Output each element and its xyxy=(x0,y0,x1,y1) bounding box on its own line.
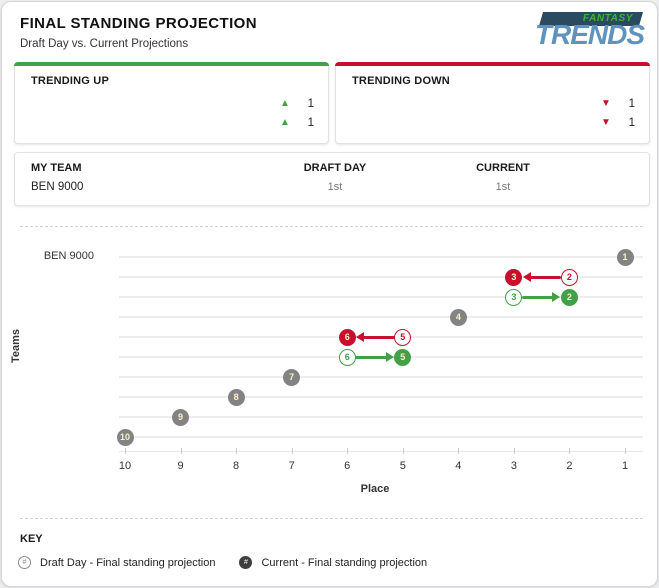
current-marker[interactable]: 1 xyxy=(616,248,634,266)
column-header-my-team: MY TEAM xyxy=(31,162,82,174)
key-title: KEY xyxy=(20,533,43,545)
chart-gridline xyxy=(119,376,643,378)
down-arrow-icon: ▼ xyxy=(601,116,611,128)
my-team-name: BEN 9000 xyxy=(31,181,84,193)
fantasy-trends-logo: FANTASY TRENDS xyxy=(533,11,649,55)
chart-gridline xyxy=(119,356,643,358)
trending-down-title: TRENDING DOWN xyxy=(352,75,450,87)
x-axis-tick-label: 9 xyxy=(177,460,184,472)
current-marker[interactable]: 6 xyxy=(338,328,356,346)
x-axis-title: Place xyxy=(360,483,390,495)
x-axis-tick-label: 7 xyxy=(288,460,295,472)
y-axis-title: Teams xyxy=(10,328,22,364)
x-axis-tick-label: 5 xyxy=(399,460,406,472)
trend-arrow-line xyxy=(363,335,395,339)
trending-down-row: ▼ 1 xyxy=(336,94,649,113)
logo-trends-text: TRENDS xyxy=(534,19,645,50)
trending-down-accent-bar xyxy=(335,62,650,66)
column-header-current: CURRENT xyxy=(476,162,530,174)
trend-arrowhead-icon xyxy=(522,272,531,282)
my-team-draft-day-place: 1st xyxy=(327,181,343,193)
trending-value: 1 xyxy=(628,116,635,129)
trending-up-row: ▲ 1 xyxy=(15,94,328,113)
legend-label-draft-day: Draft Day - Final standing projection xyxy=(40,556,216,569)
trending-down-row: ▼ 1 xyxy=(336,113,649,132)
current-marker[interactable]: 4 xyxy=(449,308,467,326)
trending-value: 1 xyxy=(307,116,314,129)
page-subtitle: Draft Day vs. Current Projections xyxy=(20,38,189,50)
page-title: FINAL STANDING PROJECTION xyxy=(20,15,257,32)
trend-arrowhead-icon xyxy=(552,292,561,302)
trending-up-card: TRENDING UP ▲ 1 ▲ 1 xyxy=(14,62,329,144)
trending-up-row: ▲ 1 xyxy=(15,113,328,132)
logo-fantasy-text: FANTASY xyxy=(582,13,633,24)
chart-gridline xyxy=(119,416,643,418)
trending-value: 1 xyxy=(307,97,314,110)
current-marker-icon: # xyxy=(239,556,253,569)
current-marker[interactable]: 3 xyxy=(505,268,523,286)
chart-gridline xyxy=(119,316,643,318)
chart-gridline xyxy=(119,336,643,338)
current-marker[interactable]: 7 xyxy=(283,368,301,386)
x-axis-tick-label: 2 xyxy=(566,460,573,472)
current-marker[interactable]: 2 xyxy=(560,288,578,306)
draftday-marker[interactable]: 6 xyxy=(338,348,356,366)
legend-label-current: Current - Final standing projection xyxy=(261,556,428,569)
trending-down-card: TRENDING DOWN ▼ 1 ▼ 1 xyxy=(335,62,650,144)
x-axis-tick-label: 3 xyxy=(510,460,517,472)
current-marker[interactable]: 9 xyxy=(172,408,190,426)
trend-arrow-line xyxy=(355,355,387,359)
chart-key-legend: # Draft Day - Final standing projection … xyxy=(18,556,427,569)
x-axis-tick xyxy=(569,448,571,454)
current-marker[interactable]: 8 xyxy=(227,388,245,406)
current-marker[interactable]: 10 xyxy=(116,428,134,446)
y-axis-team-label: BEN 9000 xyxy=(43,250,94,262)
trending-up-title: TRENDING UP xyxy=(31,75,109,87)
trend-arrowhead-icon xyxy=(356,332,365,342)
x-axis-tick xyxy=(347,448,349,454)
trending-value: 1 xyxy=(628,97,635,110)
draftday-marker[interactable]: 2 xyxy=(560,268,578,286)
x-axis-tick-label: 8 xyxy=(233,460,240,472)
x-axis-line xyxy=(119,451,643,452)
x-axis-tick xyxy=(458,448,460,454)
current-marker[interactable]: 5 xyxy=(394,348,412,366)
x-axis-tick xyxy=(402,448,404,454)
x-axis-tick xyxy=(125,448,126,454)
x-axis-tick-label: 6 xyxy=(344,460,351,472)
x-axis-tick xyxy=(236,448,238,454)
chart-gridline xyxy=(119,436,643,438)
draftday-marker[interactable]: 5 xyxy=(394,328,412,346)
x-axis-tick xyxy=(180,448,182,454)
draftday-marker[interactable]: 3 xyxy=(505,288,523,306)
x-axis-tick xyxy=(513,448,515,454)
x-axis-tick xyxy=(291,448,293,454)
separator-dashed xyxy=(20,518,643,519)
chart-gridline xyxy=(119,256,643,258)
up-arrow-icon: ▲ xyxy=(280,116,290,128)
x-axis-tick-label: 10 xyxy=(118,460,132,472)
trend-arrowhead-icon xyxy=(385,352,394,362)
trend-arrow-line xyxy=(521,295,554,299)
column-header-draft-day: DRAFT DAY xyxy=(303,162,367,174)
separator-dashed xyxy=(20,226,643,227)
my-team-current-place: 1st xyxy=(495,181,511,193)
trend-arrow-line xyxy=(529,275,562,279)
trending-up-accent-bar xyxy=(14,62,329,66)
my-team-table: MY TEAM DRAFT DAY CURRENT BEN 9000 1st 1… xyxy=(14,152,650,206)
x-axis-tick-label: 1 xyxy=(621,460,629,472)
down-arrow-icon: ▼ xyxy=(601,97,611,109)
up-arrow-icon: ▲ xyxy=(280,97,290,109)
x-axis-tick xyxy=(625,448,626,454)
chart-gridline xyxy=(119,396,643,398)
draftday-marker-icon: # xyxy=(18,556,31,569)
x-axis-tick-label: 4 xyxy=(455,460,462,472)
